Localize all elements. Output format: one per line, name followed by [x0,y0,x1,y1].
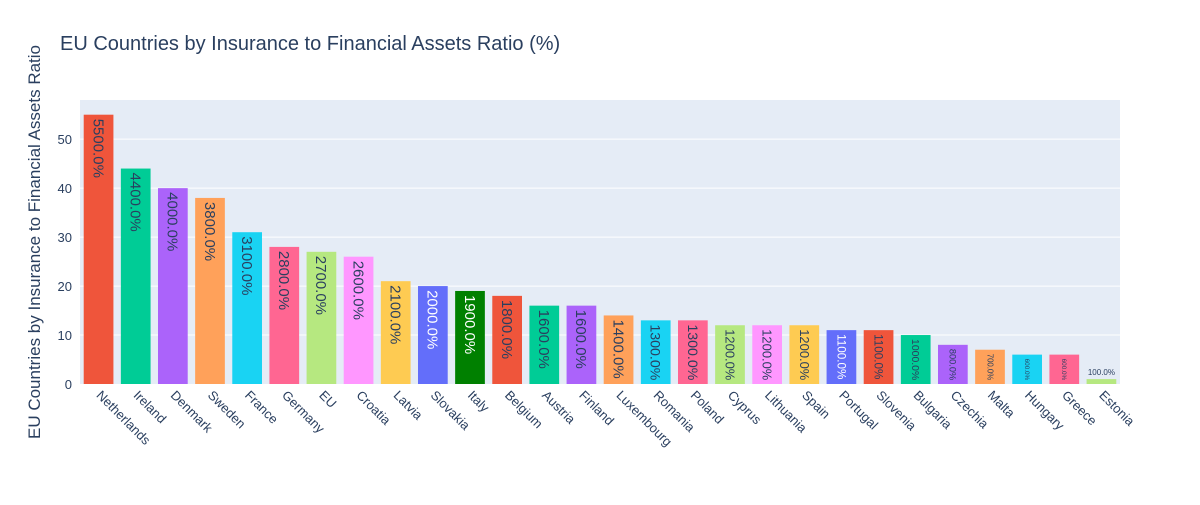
bar-data-label: 1200.0% [797,329,812,381]
bar-data-label: 1100.0% [871,334,884,379]
bar-hungary[interactable] [1012,354,1042,384]
bar-data-label: 2100.0% [386,285,403,344]
bar-czechia[interactable] [938,344,968,384]
bar-finland[interactable] [566,305,597,384]
bar-data-label: 1200.0% [722,329,737,381]
y-tick-label: 20 [58,279,72,294]
y-tick-label: 50 [58,132,72,147]
bar-germany[interactable] [269,246,300,384]
bar-france[interactable] [232,232,262,384]
x-axis-ticks: NetherlandsIrelandDenmarkSwedenFranceGer… [93,388,1138,450]
bar-data-label: 700.0% [985,354,994,381]
x-tick-label: EU [316,388,339,411]
bar-denmark[interactable] [158,188,188,384]
x-tick-label: Malta [985,388,1019,422]
bar-data-labels: 5500.0% 4400.0% 4000.0% 3800.0% 3100.0% 2800.… [89,119,1115,381]
bar-data-label: 1300.0% [684,324,700,380]
x-tick-label: Finland [576,388,617,429]
x-tick-label: Belgium [502,388,546,432]
bar-netherlands[interactable] [83,114,114,385]
x-tick-label: Croatia [353,388,394,429]
bars [83,114,1117,385]
y-tick-label: 10 [58,328,72,343]
bar-italy[interactable] [455,290,485,384]
bar-slovakia[interactable] [418,286,448,384]
bar-data-label: 800.0% [948,349,958,380]
bar-spain[interactable] [789,325,820,384]
bar-croatia[interactable] [343,256,374,384]
chart-title: EU Countries by Insurance to Financial A… [60,33,560,55]
bar-belgium[interactable] [492,295,522,384]
bar-data-label: 600.0% [1023,359,1030,381]
bar-cyprus[interactable] [715,325,745,384]
bar-data-label: 2600.0% [349,261,366,320]
bar-portugal[interactable] [826,330,857,384]
bar-romania[interactable] [640,320,671,384]
x-tick-label: Italy [465,388,493,416]
bar-bulgaria[interactable] [900,335,931,384]
x-tick-label: Spain [799,388,833,422]
bar-data-label: 100.0% [1088,368,1115,377]
bar-luxembourg[interactable] [603,315,634,384]
bar-data-label: 1800.0% [498,300,515,359]
bar-data-label: 1600.0% [535,310,552,369]
bar-data-label: 3100.0% [238,236,255,295]
y-tick-label: 0 [65,377,72,392]
x-tick-label: Portugal [836,388,881,433]
bar-data-label: 1000.0% [909,339,920,380]
bar-austria[interactable] [529,305,560,384]
x-tick-label: Hungary [1022,388,1068,434]
x-tick-label: Czechia [948,388,992,432]
bar-poland[interactable] [678,320,708,384]
x-tick-label: Cyprus [725,388,765,428]
bar-data-label: 1600.0% [572,310,589,369]
bar-ireland[interactable] [120,168,151,384]
bar-malta[interactable] [975,349,1005,384]
bar-data-label: 2800.0% [275,251,292,310]
bar-slovenia[interactable] [863,330,894,384]
x-tick-label: Bulgaria [911,388,956,433]
x-tick-label: Latvia [391,388,427,424]
bar-data-label: 2700.0% [312,256,329,315]
x-tick-label: Estonia [1096,388,1138,430]
bar-data-label: 1900.0% [461,295,478,354]
bar-data-label: 600.0% [1060,359,1067,381]
bar-data-label: 1200.0% [760,329,775,381]
bar-sweden[interactable] [195,197,225,384]
bar-eu[interactable] [306,251,337,384]
bar-estonia[interactable] [1086,379,1117,384]
y-tick-label: 40 [58,181,72,196]
bar-data-label: 1300.0% [647,324,663,380]
bar-latvia[interactable] [380,281,411,384]
bar-data-label: 3800.0% [201,202,218,261]
bar-data-label: 4400.0% [126,173,143,232]
bar-lithuania[interactable] [752,325,782,384]
y-tick-label: 30 [58,230,72,245]
bar-data-label: 2000.0% [424,290,441,349]
bar-greece[interactable] [1049,354,1080,384]
bar-data-label: 5500.0% [89,119,106,178]
y-axis-ticks: 0 10 20 30 40 50 [58,132,72,392]
bar-data-label: 1100.0% [834,334,847,379]
bar-data-label: 4000.0% [164,192,181,251]
bar-data-label: 1400.0% [609,319,626,378]
y-axis-title: EU Countries by Insurance to Financial A… [25,45,44,439]
x-tick-label: Slovakia [428,388,474,434]
